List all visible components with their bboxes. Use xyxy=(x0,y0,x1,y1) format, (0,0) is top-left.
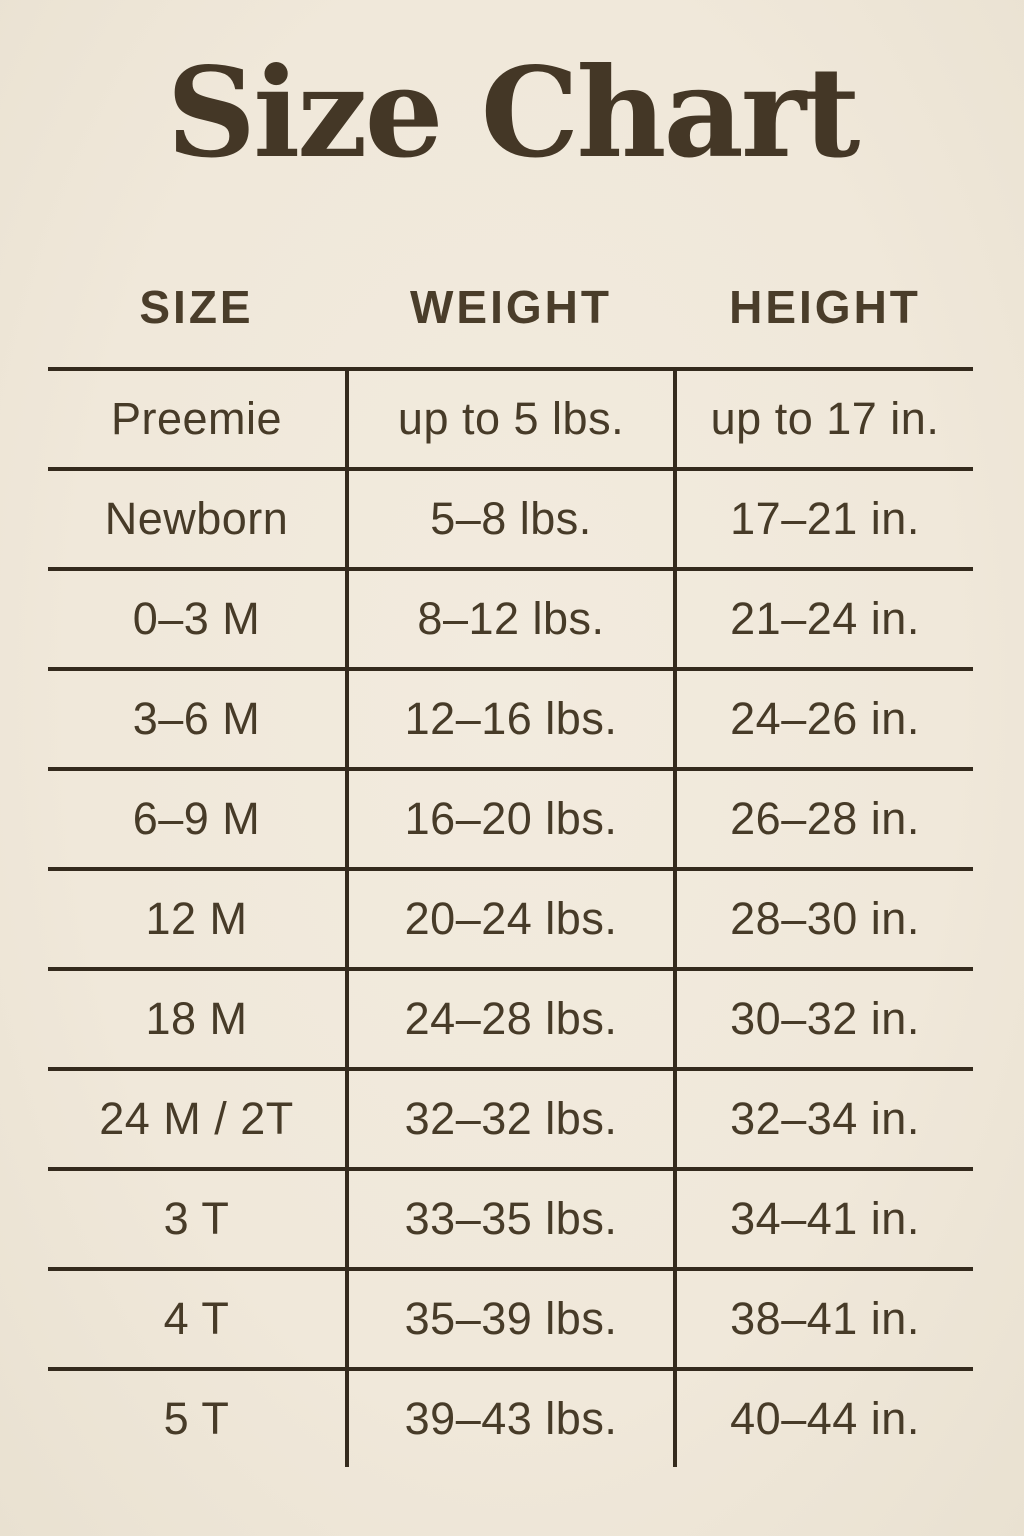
height-cell: 17–21 in. xyxy=(730,493,920,544)
table-row: 24 M / 2T 32–32 lbs. 32–34 in. xyxy=(48,1071,973,1171)
weight-cell: 8–12 lbs. xyxy=(345,571,677,667)
height-cell: 34–41 in. xyxy=(730,1193,920,1244)
height-cell: 24–26 in. xyxy=(730,693,920,744)
table-row: 12 M 20–24 lbs. 28–30 in. xyxy=(48,871,973,971)
table-header-row: SIZE WEIGHT HEIGHT xyxy=(48,246,973,371)
table-row: 3 T 33–35 lbs. 34–41 in. xyxy=(48,1171,973,1271)
table-row: Newborn 5–8 lbs. 17–21 in. xyxy=(48,471,973,571)
size-cell: 12 M xyxy=(145,893,248,944)
weight-cell: up to 5 lbs. xyxy=(345,371,677,467)
weight-cell: 39–43 lbs. xyxy=(345,1371,677,1467)
weight-cell: 33–35 lbs. xyxy=(345,1171,677,1267)
size-cell: 3–6 M xyxy=(132,693,261,744)
size-cell: 5 T xyxy=(163,1393,230,1444)
weight-cell: 20–24 lbs. xyxy=(345,871,677,967)
size-cell: 18 M xyxy=(145,993,248,1044)
weight-cell: 35–39 lbs. xyxy=(345,1271,677,1367)
size-table: SIZE WEIGHT HEIGHT Preemie up to 5 lbs. … xyxy=(48,246,973,1467)
table-row: 5 T 39–43 lbs. 40–44 in. xyxy=(48,1371,973,1467)
height-cell: 38–41 in. xyxy=(730,1293,920,1344)
table-row: 0–3 M 8–12 lbs. 21–24 in. xyxy=(48,571,973,671)
weight-cell: 32–32 lbs. xyxy=(345,1071,677,1167)
size-cell: Newborn xyxy=(104,493,289,544)
height-cell: 26–28 in. xyxy=(730,793,920,844)
size-cell: Preemie xyxy=(110,393,283,444)
table-row: 3–6 M 12–16 lbs. 24–26 in. xyxy=(48,671,973,771)
weight-cell: 12–16 lbs. xyxy=(345,671,677,767)
header-cell-height: HEIGHT xyxy=(729,280,921,333)
height-cell: 28–30 in. xyxy=(730,893,920,944)
height-cell: 40–44 in. xyxy=(730,1393,920,1444)
height-cell: 32–34 in. xyxy=(730,1093,920,1144)
table-row: Preemie up to 5 lbs. up to 17 in. xyxy=(48,371,973,471)
size-cell: 0–3 M xyxy=(132,593,261,644)
weight-cell: 16–20 lbs. xyxy=(345,771,677,867)
size-cell: 6–9 M xyxy=(132,793,261,844)
weight-cell: 5–8 lbs. xyxy=(345,471,677,567)
height-cell: 21–24 in. xyxy=(730,593,920,644)
page-title: Size Chart xyxy=(166,41,861,186)
weight-cell: 24–28 lbs. xyxy=(345,971,677,1067)
table-row: 4 T 35–39 lbs. 38–41 in. xyxy=(48,1271,973,1371)
size-cell: 4 T xyxy=(163,1293,230,1344)
table-row: 6–9 M 16–20 lbs. 26–28 in. xyxy=(48,771,973,871)
height-cell: up to 17 in. xyxy=(710,393,940,444)
size-cell: 3 T xyxy=(163,1193,230,1244)
table-row: 18 M 24–28 lbs. 30–32 in. xyxy=(48,971,973,1071)
header-cell-size: SIZE xyxy=(139,280,254,333)
height-cell: 30–32 in. xyxy=(730,993,920,1044)
header-cell-weight: WEIGHT xyxy=(410,280,612,333)
size-cell: 24 M / 2T xyxy=(99,1093,294,1144)
